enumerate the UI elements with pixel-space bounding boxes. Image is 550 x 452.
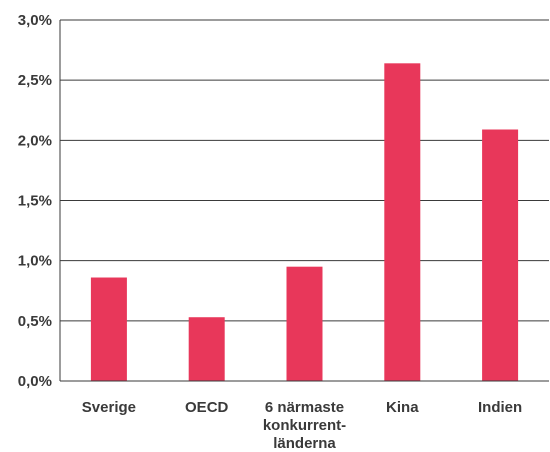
bar — [286, 266, 323, 381]
y-tick-labels: 0,0% 0,5% 1,0% 1,5% 2,0% 2,5% 3,0% — [18, 12, 52, 390]
y-tick-label: 3,0% — [18, 12, 52, 29]
category-label: 6 närmaste konkurrent-länderna — [263, 399, 346, 452]
y-tick-label: 0,0% — [18, 373, 52, 390]
bars — [90, 63, 519, 381]
bar — [90, 277, 127, 381]
bar — [384, 63, 421, 381]
gridlines — [60, 19, 549, 322]
y-tick-label: 2,5% — [18, 72, 52, 89]
y-tick-label: 2,0% — [18, 132, 52, 149]
y-tick-label: 0,5% — [18, 313, 52, 330]
y-tick-label: 1,0% — [18, 253, 52, 270]
category-label: Kina — [386, 399, 419, 416]
y-tick-label: 1,5% — [18, 193, 52, 210]
axes — [59, 20, 549, 382]
category-label: OECD — [185, 399, 229, 416]
category-label: Indien — [478, 399, 522, 416]
bar — [188, 317, 225, 381]
category-labels: Sverige OECD 6 närmaste konkurrent-länderna… — [82, 399, 522, 452]
bar — [482, 129, 519, 381]
category-label: Sverige — [82, 399, 136, 416]
